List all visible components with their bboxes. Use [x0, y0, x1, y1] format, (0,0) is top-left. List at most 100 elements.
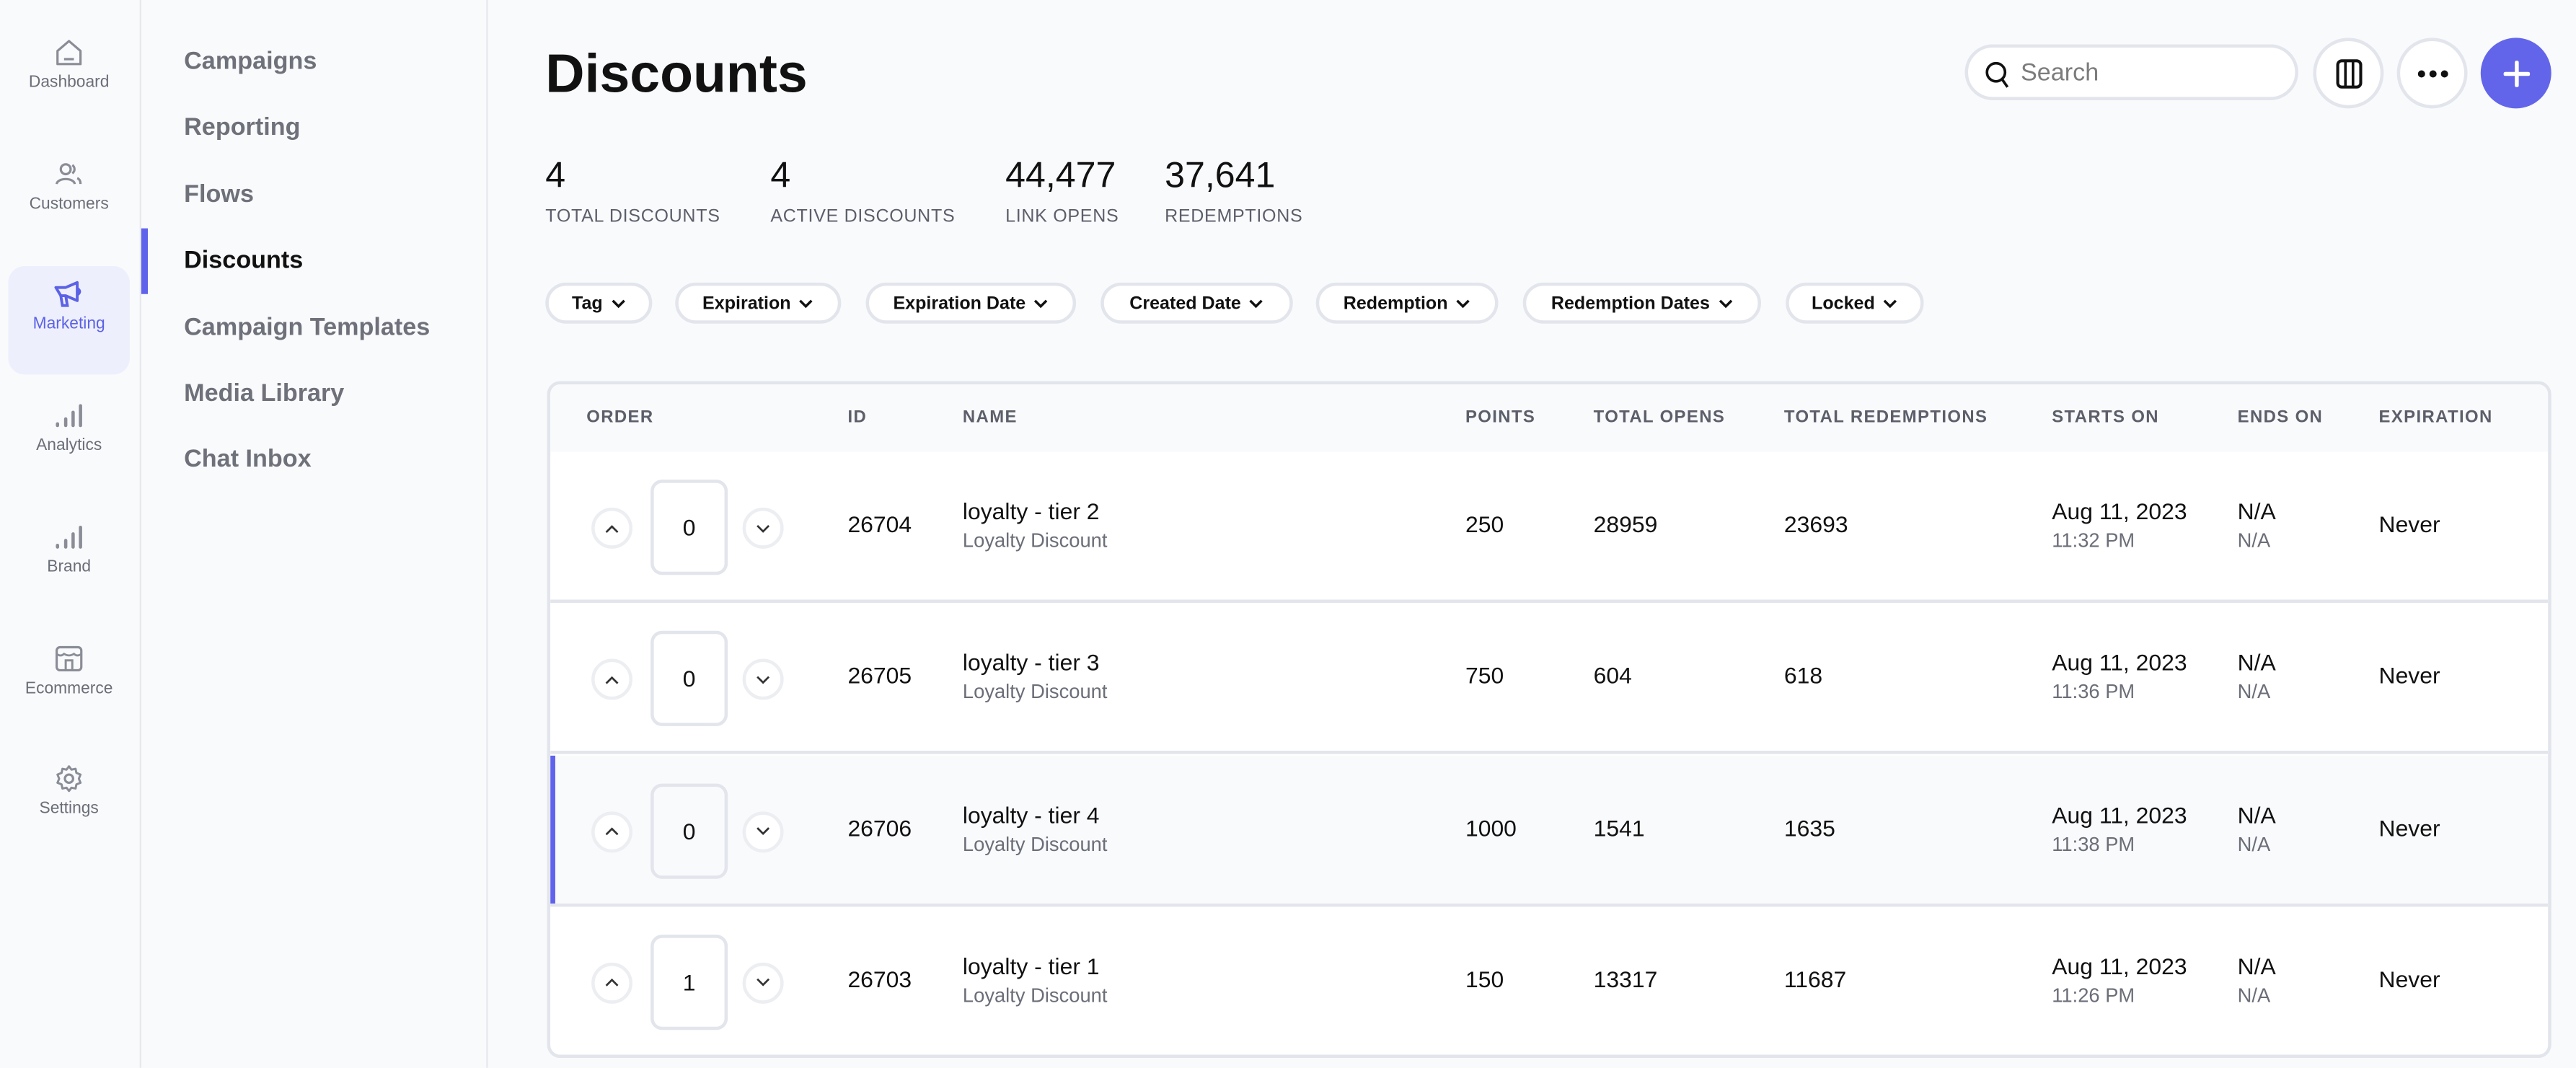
- filter-redemption-dates[interactable]: Redemption Dates: [1522, 282, 1762, 324]
- column-header-ends-on[interactable]: ENDS ON: [2237, 407, 2324, 428]
- move-up-button[interactable]: [591, 507, 633, 549]
- ends-on-secondary: N/A: [2237, 680, 2271, 704]
- filter-locked[interactable]: Locked: [1786, 282, 1924, 324]
- order-input[interactable]: 0: [650, 480, 728, 575]
- main-nav-rail: Dashboard Customers Marketing Analytics Bran…: [0, 0, 141, 1068]
- nav-item-customers[interactable]: Customers: [8, 146, 130, 254]
- expiration: Never: [2378, 813, 2440, 841]
- chevron-down-icon: [1034, 299, 1049, 308]
- table-header: ORDER ID NAME POINTS TOTAL OPENS TOTAL REDEMP…: [550, 384, 2549, 456]
- move-up-button[interactable]: [591, 811, 633, 852]
- active-indicator: [141, 228, 149, 294]
- filter-created-date[interactable]: Created Date: [1100, 282, 1293, 324]
- order-input[interactable]: 0: [650, 631, 728, 727]
- column-header-total-opens[interactable]: TOTAL OPENS: [1593, 407, 1726, 428]
- move-down-button[interactable]: [742, 962, 784, 1004]
- expiration: Never: [2378, 511, 2440, 537]
- column-header-points[interactable]: POINTS: [1465, 407, 1536, 428]
- ends-on-secondary: N/A: [2237, 529, 2271, 552]
- megaphone-icon: [8, 280, 130, 309]
- stat-redemptions: 37,641 REDEMPTIONS: [1165, 154, 1302, 226]
- subnav-item-reporting[interactable]: Reporting: [184, 114, 301, 142]
- more-options-button[interactable]: [2396, 37, 2468, 109]
- ends-on: N/A N/A: [2238, 498, 2276, 552]
- starts-on-primary: Aug 11, 2023: [2052, 649, 2187, 676]
- subnav-item-discounts[interactable]: Discounts: [184, 247, 304, 275]
- points: 1000: [1465, 813, 1517, 841]
- search-box[interactable]: [1964, 44, 2298, 100]
- total-opens: 604: [1593, 662, 1632, 689]
- table-row[interactable]: 0 26704 loyalty - tier 2 Loyalty Discount 25…: [550, 451, 2549, 604]
- stat-link-opens: 44,477 LINK OPENS: [1005, 154, 1119, 226]
- nav-item-settings[interactable]: Settings: [8, 751, 130, 859]
- stat-value: 4: [545, 154, 566, 196]
- subnav-item-flows[interactable]: Flows: [184, 180, 254, 208]
- discount-name-primary: loyalty - tier 3: [962, 649, 1100, 676]
- subnav-item-campaign-templates[interactable]: Campaign Templates: [184, 313, 431, 341]
- column-header-name[interactable]: NAME: [962, 407, 1018, 428]
- nav-item-dashboard[interactable]: Dashboard: [8, 25, 130, 133]
- nav-item-label: Marketing: [32, 316, 105, 335]
- starts-on: Aug 11, 2023 11:32 PM: [2052, 498, 2187, 552]
- move-down-button[interactable]: [742, 507, 784, 549]
- filter-redemption[interactable]: Redemption: [1315, 282, 1499, 324]
- discount-name: loyalty - tier 4 Loyalty Discount: [963, 801, 1108, 855]
- stat-value: 44,477: [1005, 154, 1116, 196]
- chevron-down-icon: [757, 524, 770, 532]
- move-up-button[interactable]: [591, 962, 633, 1004]
- chevron-down-icon: [800, 299, 813, 308]
- starts-on-primary: Aug 11, 2023: [2052, 498, 2187, 524]
- subnav-item-campaigns[interactable]: Campaigns: [184, 48, 317, 76]
- stat-label: LINK OPENS: [1005, 207, 1119, 227]
- move-up-button[interactable]: [591, 659, 633, 701]
- starts-on: Aug 11, 2023 11:36 PM: [2052, 649, 2187, 703]
- chevron-down-icon: [757, 979, 770, 987]
- discount-name: loyalty - tier 1 Loyalty Discount: [963, 953, 1108, 1007]
- subnav-item-media-library[interactable]: Media Library: [184, 379, 345, 407]
- more-icon: [2417, 69, 2448, 77]
- move-down-button[interactable]: [742, 659, 784, 701]
- starts-on-primary: Aug 11, 2023: [2052, 952, 2187, 979]
- table-row[interactable]: 1 26703 loyalty - tier 1 Loyalty Discount 15…: [550, 906, 2549, 1055]
- starts-on-secondary: 11:32 PM: [2052, 529, 2135, 552]
- ends-on-primary: N/A: [2237, 800, 2276, 828]
- nav-item-ecommerce[interactable]: Ecommerce: [8, 630, 130, 738]
- columns-button[interactable]: [2313, 37, 2384, 109]
- ends-on-secondary: N/A: [2237, 832, 2271, 855]
- order-input[interactable]: 0: [650, 782, 728, 878]
- nav-item-label: Analytics: [36, 437, 102, 456]
- discount-name-primary: loyalty - tier 4: [962, 800, 1100, 828]
- discount-name-secondary: Loyalty Discount: [962, 680, 1108, 704]
- starts-on-secondary: 11:36 PM: [2052, 680, 2135, 704]
- subnav-item-chat-inbox[interactable]: Chat Inbox: [184, 446, 312, 474]
- discount-name: loyalty - tier 3 Loyalty Discount: [963, 649, 1108, 703]
- nav-item-label: Customers: [29, 195, 109, 213]
- add-discount-button[interactable]: [2480, 37, 2551, 109]
- nav-item-analytics[interactable]: Analytics: [8, 388, 130, 496]
- search-input[interactable]: [2017, 57, 2287, 89]
- order-input[interactable]: 1: [650, 934, 728, 1031]
- nav-item-brand[interactable]: Brand: [8, 509, 130, 617]
- total-opens: 1541: [1593, 813, 1645, 841]
- discount-id: 26706: [847, 813, 912, 841]
- chevron-up-icon: [605, 524, 619, 532]
- column-header-total-redemptions[interactable]: TOTAL REDEMPTIONS: [1783, 407, 1988, 428]
- filter-label: Expiration: [702, 293, 791, 313]
- ends-on-primary: N/A: [2237, 649, 2276, 676]
- column-header-starts-on[interactable]: STARTS ON: [2052, 407, 2159, 428]
- filter-expiration[interactable]: Expiration: [675, 282, 842, 324]
- nav-item-marketing[interactable]: Marketing: [8, 266, 130, 376]
- column-header-order[interactable]: ORDER: [586, 407, 654, 428]
- search-icon: [1985, 61, 2009, 88]
- move-down-button[interactable]: [742, 811, 784, 852]
- stat-active-discounts: 4 ACTIVE DISCOUNTS: [770, 154, 955, 226]
- filter-tag[interactable]: Tag: [545, 282, 653, 324]
- table-row[interactable]: 0 26706 loyalty - tier 4 Loyalty Discount 10…: [550, 754, 2549, 906]
- column-header-id[interactable]: ID: [847, 407, 868, 428]
- discount-name-secondary: Loyalty Discount: [962, 529, 1108, 552]
- starts-on-secondary: 11:26 PM: [2052, 984, 2135, 1007]
- column-header-expiration[interactable]: EXPIRATION: [2378, 407, 2493, 428]
- discount-name-secondary: Loyalty Discount: [962, 832, 1108, 855]
- table-row[interactable]: 0 26705 loyalty - tier 3 Loyalty Discount 75…: [550, 603, 2549, 755]
- filter-expiration-date[interactable]: Expiration Date: [865, 282, 1077, 324]
